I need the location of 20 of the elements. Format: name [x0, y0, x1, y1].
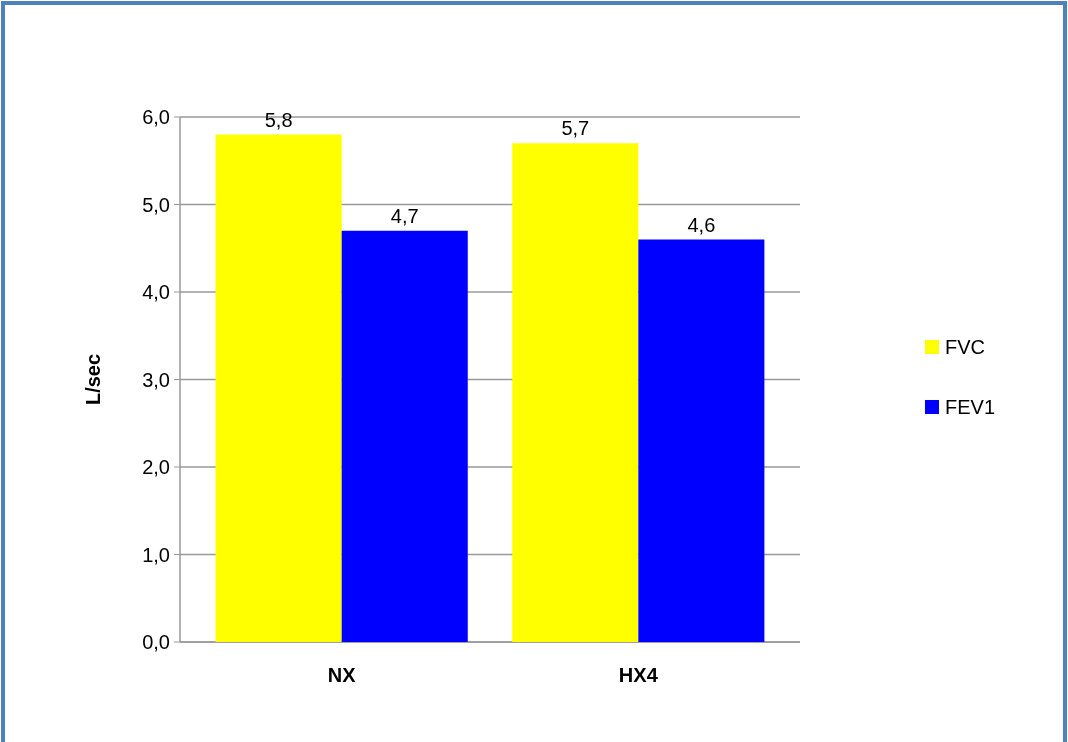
- x-tick-label: NX: [327, 664, 357, 686]
- y-tick-label: 1,0: [142, 543, 170, 566]
- legend-label: FEV1: [945, 396, 996, 418]
- y-tick-label: 6,0: [142, 106, 170, 128]
- bar: [638, 239, 765, 642]
- legend-label: FVC: [945, 336, 985, 358]
- y-tick-label: 3,0: [142, 368, 170, 391]
- bar: [215, 134, 342, 642]
- data-label: 5,7: [561, 117, 590, 140]
- y-tick-label: 0,0: [142, 631, 170, 653]
- bar: [512, 143, 639, 642]
- y-axis-title: L/sec: [82, 353, 104, 406]
- data-label: 4,6: [687, 213, 716, 236]
- data-label: 5,8: [264, 108, 293, 131]
- data-label: 4,7: [390, 204, 419, 227]
- y-tick-label: 2,0: [142, 456, 170, 478]
- bar: [341, 230, 468, 642]
- y-tick-label: 5,0: [142, 193, 170, 216]
- y-tick-label: 4,0: [142, 281, 170, 303]
- x-tick-label: HX4: [618, 664, 659, 686]
